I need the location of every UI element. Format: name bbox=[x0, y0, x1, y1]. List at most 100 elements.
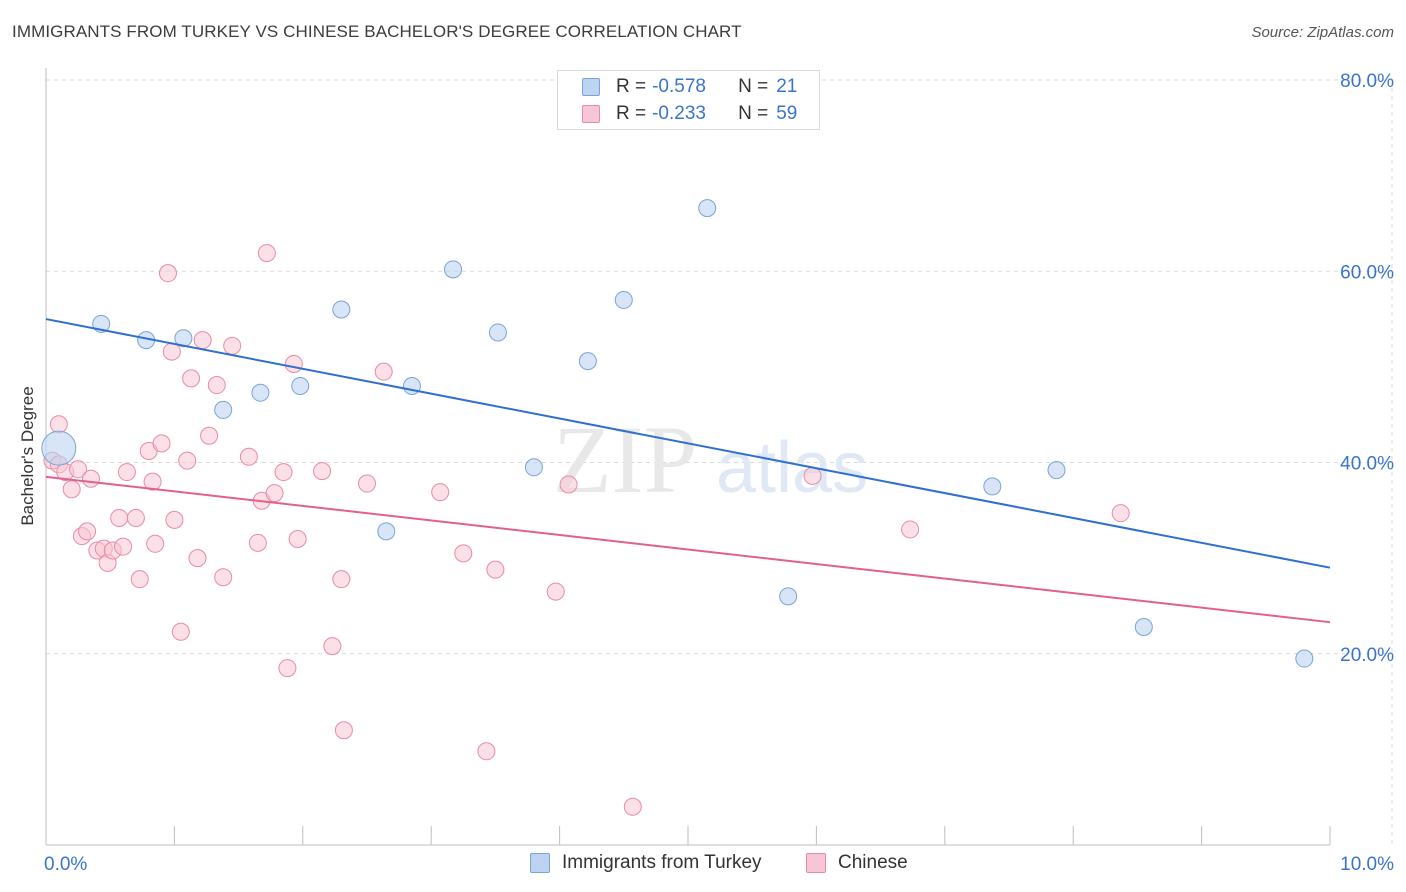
y-tick-label: 80.0% bbox=[1340, 71, 1394, 92]
series-turkey bbox=[41, 199, 1314, 668]
chinese-point bbox=[152, 434, 171, 453]
legend-n-value: 59 bbox=[776, 103, 798, 124]
chinese-point bbox=[214, 568, 233, 587]
turkey-point bbox=[332, 300, 351, 319]
chinese-point bbox=[117, 463, 136, 482]
chinese-point bbox=[323, 637, 342, 656]
turkey-point bbox=[214, 400, 233, 419]
turkey-point bbox=[377, 522, 396, 541]
chinese-point bbox=[257, 244, 276, 263]
bottom-legend-label-chinese: Chinese bbox=[838, 852, 908, 873]
stats-legend: R = -0.578 N = 21 R = -0.233 N = 59 bbox=[557, 70, 820, 130]
chinese-point bbox=[130, 570, 149, 589]
chinese-point bbox=[477, 742, 496, 761]
chinese-point bbox=[110, 508, 129, 527]
chinese-point bbox=[431, 483, 450, 502]
chinese-point bbox=[288, 530, 307, 548]
turkey-point bbox=[1134, 617, 1153, 636]
turkey-trend-line bbox=[45, 318, 1331, 569]
turkey-point bbox=[578, 352, 597, 371]
legend-r-label: R = bbox=[616, 103, 647, 124]
legend-swatch-chinese bbox=[582, 105, 600, 123]
bottom-legend-label-turkey: Immigrants from Turkey bbox=[562, 852, 762, 873]
chinese-point bbox=[188, 549, 207, 568]
turkey-point bbox=[41, 430, 77, 466]
chinese-point bbox=[278, 659, 297, 678]
x-tick-label-max: 10.0% bbox=[1340, 854, 1394, 875]
chinese-point bbox=[146, 534, 165, 553]
chinese-point bbox=[284, 355, 303, 374]
turkey-point bbox=[291, 377, 310, 395]
chinese-point bbox=[162, 342, 181, 361]
turkey-point bbox=[614, 290, 633, 309]
legend-n-label: N = bbox=[738, 76, 769, 97]
y-tick-labels: 20.0% 40.0% 60.0% 80.0% bbox=[1340, 71, 1394, 666]
bottom-legend-turkey: Immigrants from Turkey bbox=[530, 852, 762, 874]
series-chinese bbox=[43, 244, 1130, 816]
chinese-point bbox=[559, 475, 578, 494]
turkey-point bbox=[444, 260, 463, 279]
chinese-point bbox=[171, 622, 190, 641]
chinese-point bbox=[313, 462, 332, 481]
legend-n-value: 21 bbox=[776, 76, 798, 97]
bottom-legend-swatch-chinese bbox=[806, 853, 826, 873]
chinese-point bbox=[623, 797, 642, 816]
chinese-point bbox=[274, 463, 293, 482]
chinese-point bbox=[193, 331, 212, 350]
chinese-point bbox=[126, 508, 145, 527]
turkey-point bbox=[1047, 461, 1066, 480]
chinese-point bbox=[374, 362, 393, 381]
chinese-point bbox=[207, 376, 226, 395]
turkey-point bbox=[174, 329, 193, 348]
chart-title: IMMIGRANTS FROM TURKEY VS CHINESE BACHEL… bbox=[12, 22, 742, 41]
chinese-point bbox=[223, 336, 242, 355]
legend-swatch-turkey bbox=[582, 78, 600, 96]
chinese-point bbox=[265, 484, 284, 503]
chinese-point bbox=[78, 522, 97, 541]
chinese-point bbox=[334, 721, 353, 740]
chinese-point bbox=[62, 480, 81, 499]
legend-n-label: N = bbox=[738, 103, 769, 124]
legend-r-value: -0.233 bbox=[652, 103, 706, 124]
chinese-point bbox=[143, 472, 162, 491]
trend-lines bbox=[45, 318, 1331, 624]
watermark-zip: ZIP bbox=[553, 406, 697, 513]
watermark: ZIP atlas bbox=[553, 406, 868, 513]
source-label: Source: ZipAtlas.com bbox=[1251, 24, 1394, 41]
bottom-legend-chinese: Chinese bbox=[806, 852, 908, 874]
chinese-point bbox=[158, 264, 177, 283]
chinese-point bbox=[803, 466, 822, 485]
x-tick-labels: 0.0% 10.0% bbox=[44, 854, 1394, 875]
chinese-point bbox=[69, 460, 88, 479]
bottom-legend: Immigrants from Turkey Chinese bbox=[0, 852, 1406, 878]
chinese-point bbox=[901, 520, 920, 539]
chinese-trend-line bbox=[45, 475, 1331, 624]
legend-r-value: -0.578 bbox=[652, 76, 706, 97]
chinese-point bbox=[248, 533, 267, 552]
turkey-point bbox=[251, 383, 270, 402]
y-tick-label: 40.0% bbox=[1340, 454, 1394, 475]
turkey-point bbox=[524, 458, 543, 477]
chinese-point bbox=[332, 570, 351, 589]
chinese-point bbox=[454, 544, 473, 563]
y-axis-label: Bachelor's Degree bbox=[18, 386, 37, 526]
bottom-legend-swatch-turkey bbox=[530, 853, 550, 873]
chinese-point bbox=[239, 447, 258, 466]
turkey-point bbox=[698, 199, 717, 218]
legend-r-label: R = bbox=[616, 76, 647, 97]
chinese-point bbox=[178, 451, 197, 470]
turkey-point bbox=[779, 587, 798, 606]
turkey-point bbox=[983, 477, 1002, 496]
chinese-point bbox=[358, 474, 376, 493]
y-tick-label: 60.0% bbox=[1340, 262, 1394, 283]
chinese-point bbox=[1111, 504, 1130, 523]
chinese-point bbox=[486, 560, 505, 579]
chinese-point bbox=[49, 415, 68, 434]
chinese-point bbox=[182, 369, 201, 388]
chinese-point bbox=[165, 510, 184, 529]
chinese-point bbox=[81, 469, 100, 488]
legend-row-turkey: R = -0.578 N = 21 bbox=[582, 76, 797, 98]
chinese-point bbox=[114, 537, 133, 556]
turkey-point bbox=[1295, 649, 1314, 668]
turkey-point bbox=[488, 323, 507, 342]
